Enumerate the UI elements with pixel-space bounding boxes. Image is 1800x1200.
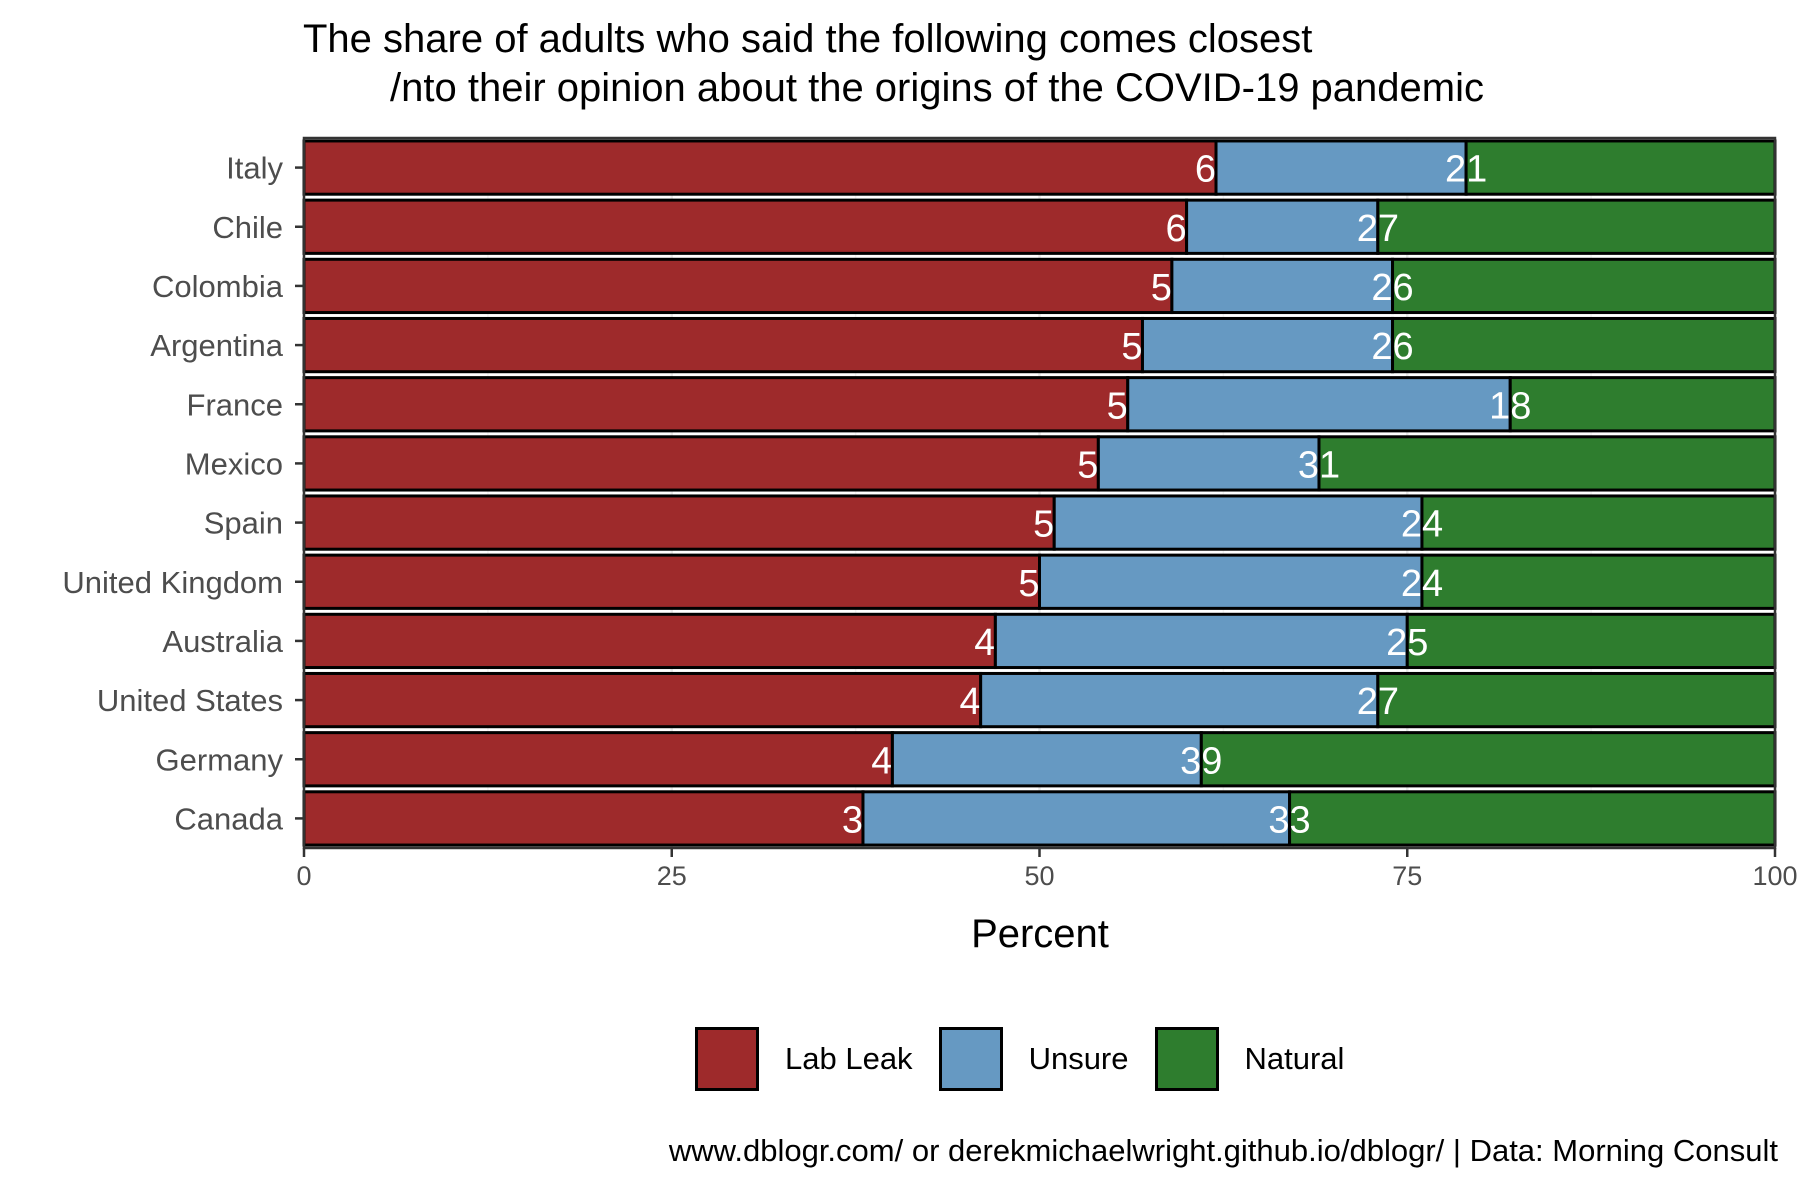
chart-title-line-1: The share of adults who said the followi… (303, 17, 1313, 61)
data-label: 26 (1371, 326, 1413, 368)
bar-segment (1288, 790, 1777, 847)
bar-segment (302, 139, 1218, 196)
bar-segment (1376, 198, 1777, 255)
bar-segment (302, 553, 1041, 610)
bar-segment (1317, 435, 1777, 492)
bar-segment (1052, 494, 1424, 551)
data-label: 24 (1401, 563, 1443, 605)
bar-segment (1464, 139, 1777, 196)
bar-segment (1185, 198, 1380, 255)
bar-segment (1038, 553, 1424, 610)
bar-segment (1199, 731, 1777, 788)
chart-caption: www.dblogr.com/ or derekmichaelwright.gi… (668, 1133, 1778, 1168)
bar-segment (861, 790, 1292, 847)
bar-segment (979, 671, 1380, 729)
bar-segment (890, 731, 1203, 788)
bar-segment (1140, 316, 1395, 374)
bar-segment (1376, 671, 1777, 729)
y-tick-label: Chile (212, 210, 283, 245)
data-label: 21 (1445, 149, 1487, 191)
bar-segment (302, 257, 1174, 315)
legend-key-unsure (938, 1027, 1003, 1091)
bar-segment (1405, 612, 1777, 670)
y-tick-label: United States (97, 683, 283, 718)
bar-segment (302, 731, 894, 788)
bar-segment (302, 198, 1189, 255)
x-axis-title: Percent (971, 912, 1109, 956)
bar-segment (1214, 139, 1468, 196)
x-tick-label: 25 (657, 861, 687, 891)
y-tick-label: Argentina (150, 328, 283, 363)
y-tick-label: France (187, 387, 283, 422)
bar-segment (302, 376, 1130, 433)
bar-segment (993, 612, 1409, 670)
bar-segment (1391, 316, 1777, 374)
legend-item-lab-leak: Lab Leak (695, 1027, 913, 1091)
data-label: 33 (1268, 799, 1310, 841)
x-tick-label: 0 (296, 861, 311, 891)
data-label: 26 (1371, 267, 1413, 309)
bar-segment (1391, 257, 1777, 315)
x-tick-label: 100 (1752, 861, 1797, 891)
bar-segment (302, 612, 997, 670)
legend-label-lab-leak: Lab Leak (785, 1041, 913, 1076)
bar-segment (1420, 494, 1777, 551)
data-label: 18 (1489, 385, 1531, 427)
bar-segment (1420, 553, 1777, 610)
bar-segment (1170, 257, 1395, 315)
legend-item-natural: Natural (1154, 1027, 1345, 1091)
bar-segment (1508, 376, 1777, 433)
bar-segment (1126, 376, 1512, 433)
data-label: 27 (1357, 208, 1399, 250)
y-tick-label: Italy (226, 151, 283, 186)
y-tick-label: Spain (204, 506, 283, 541)
legend: Lab Leak Unsure Natural (695, 1027, 1370, 1091)
x-tick-label: 75 (1392, 861, 1422, 891)
y-tick-label: Colombia (152, 269, 284, 304)
legend-label-unsure: Unsure (1028, 1041, 1129, 1076)
data-label: 27 (1357, 681, 1399, 723)
bar-segment (302, 790, 865, 847)
y-tick-label: Mexico (185, 446, 283, 481)
bar-segment (302, 671, 983, 729)
y-tick-label: United Kingdom (62, 565, 283, 600)
y-tick-label: Canada (174, 801, 283, 836)
legend-item-unsure: Unsure (938, 1027, 1129, 1091)
x-tick-label: 50 (1024, 861, 1054, 891)
legend-key-natural (1154, 1027, 1219, 1091)
y-tick-label: Australia (162, 624, 283, 659)
data-label: 25 (1386, 622, 1428, 664)
bar-segment (1096, 435, 1321, 492)
bar-segment (302, 435, 1100, 492)
chart-title-line-2: /nto their opinion about the origins of … (390, 66, 1484, 110)
legend-label-natural: Natural (1244, 1041, 1345, 1076)
bar-segment (302, 316, 1144, 374)
y-tick-label: Germany (156, 742, 284, 777)
data-label: 39 (1180, 740, 1222, 782)
legend-key-lab-leak (695, 1027, 759, 1091)
bar-segment (302, 494, 1056, 551)
data-label: 24 (1401, 504, 1443, 546)
data-label: 31 (1298, 444, 1340, 486)
